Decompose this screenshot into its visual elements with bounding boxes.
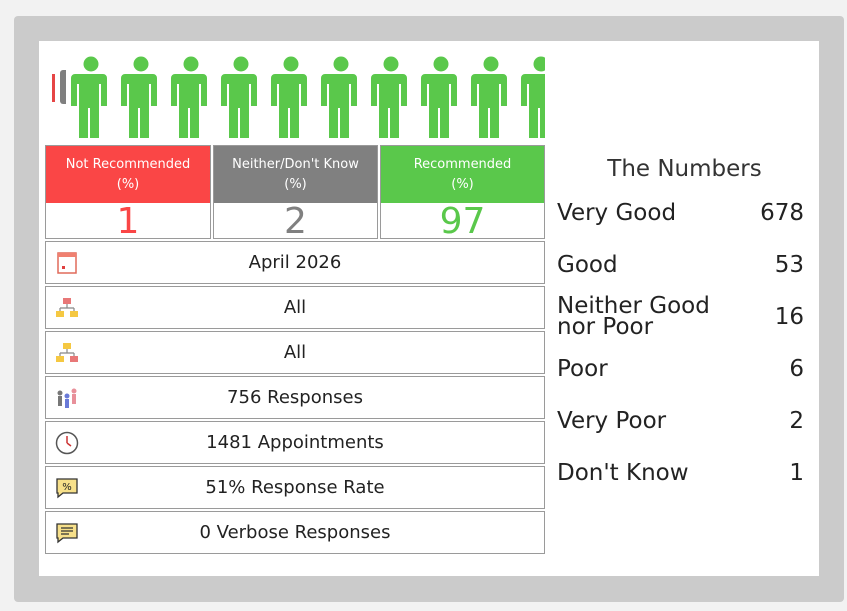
people-pictogram <box>50 56 545 140</box>
person-icon <box>471 56 511 140</box>
response-rate-row: % 51% Response Rate <box>45 466 545 509</box>
numbers-row: Neither Good nor Poor 16 <box>557 294 804 340</box>
response-rate-label: 51% Response Rate <box>205 477 385 498</box>
numbers-row-value: 53 <box>774 252 804 278</box>
numbers-row-label: Very Good <box>557 199 677 226</box>
svg-text:%: % <box>62 482 72 493</box>
numbers-row-label: Very Poor <box>557 407 667 434</box>
verbose-row: 0 Verbose Responses <box>45 511 545 554</box>
date-label: April 2026 <box>248 252 342 273</box>
appointments-row: 1481 Appointments <box>45 421 545 464</box>
numbers-row-value: 6 <box>789 356 804 382</box>
person-icon <box>121 56 161 140</box>
date-row[interactable]: April 2026 <box>45 241 545 284</box>
appointments-label: 1481 Appointments <box>206 432 384 453</box>
numbers-row: Good 53 <box>557 251 804 279</box>
org-chart-icon <box>55 341 79 365</box>
not-recommended-box: Not Recommended (%) 1 <box>45 145 211 242</box>
neither-box: Neither/Don't Know (%) 2 <box>213 145 378 242</box>
recommended-box: Recommended (%) 97 <box>380 145 545 242</box>
numbers-row-value: 678 <box>760 200 804 226</box>
person-icon <box>271 56 311 140</box>
filter-row-2[interactable]: All <box>45 331 545 374</box>
numbers-row: Don't Know 1 <box>557 459 804 487</box>
numbers-row-label: Don't Know <box>557 459 689 486</box>
numbers-row-label: Poor <box>557 355 608 382</box>
not-recommended-value: 1 <box>116 201 140 242</box>
numbers-row-value: 16 <box>774 304 804 330</box>
recommended-unit: (%) <box>451 176 474 192</box>
numbers-row: Very Good 678 <box>557 199 804 227</box>
numbers-row: Poor 6 <box>557 355 804 383</box>
person-icon <box>371 56 411 140</box>
neither-unit: (%) <box>284 176 307 192</box>
person-icon <box>221 56 261 140</box>
numbers-row-value: 2 <box>789 408 804 434</box>
not-recommended-label: Not Recommended <box>65 156 191 172</box>
not-recommended-sliver <box>52 74 55 102</box>
person-icon <box>421 56 461 140</box>
filter-row-1[interactable]: All <box>45 286 545 329</box>
neither-value: 2 <box>284 201 307 242</box>
neither-sliver <box>60 70 66 104</box>
person-icon <box>321 56 361 140</box>
responses-row: 756 Responses <box>45 376 545 419</box>
numbers-row-value: 1 <box>789 460 804 486</box>
recommended-header: Recommended (%) <box>381 146 544 203</box>
verbose-label: 0 Verbose Responses <box>199 522 391 543</box>
recommended-value: 97 <box>439 201 486 242</box>
org-chart-icon <box>55 296 79 320</box>
comment-icon <box>55 521 79 545</box>
filter-2-label: All <box>283 342 307 363</box>
filter-1-label: All <box>283 297 307 318</box>
clock-icon <box>55 431 79 455</box>
not-recommended-unit: (%) <box>116 176 140 192</box>
numbers-row-label: Good <box>557 251 618 278</box>
person-icon <box>171 56 211 140</box>
neither-label: Neither/Don't Know <box>232 156 359 172</box>
responses-label: 756 Responses <box>227 387 363 408</box>
person-icon <box>71 56 111 140</box>
neither-header: Neither/Don't Know (%) <box>214 146 377 203</box>
person-icon <box>521 56 545 140</box>
not-recommended-header: Not Recommended (%) <box>46 146 210 203</box>
numbers-title: The Numbers <box>607 156 762 182</box>
recommended-label: Recommended <box>413 156 512 172</box>
percent-speech-icon: % <box>55 476 79 500</box>
calendar-icon <box>55 251 79 275</box>
numbers-row-label: Neither Good nor Poor <box>557 293 710 340</box>
people-icon <box>55 386 79 410</box>
numbers-row: Very Poor 2 <box>557 407 804 435</box>
